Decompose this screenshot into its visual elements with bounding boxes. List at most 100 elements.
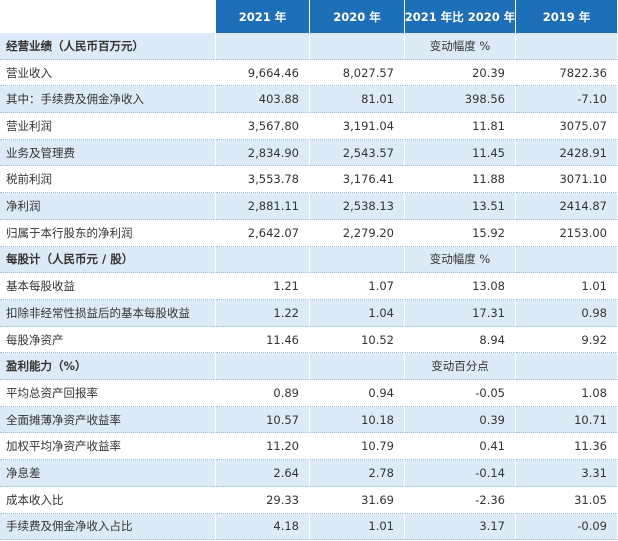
value-cell: 13.08 bbox=[405, 273, 516, 300]
empty-cell bbox=[216, 33, 310, 60]
value-cell: 3075.07 bbox=[516, 113, 618, 140]
value-cell: 10.71 bbox=[516, 406, 618, 434]
value-cell: 2.78 bbox=[310, 460, 405, 487]
row-label: 成本收入比 bbox=[0, 486, 216, 514]
header-cell: 2021 年比 2020 年 bbox=[405, 0, 516, 33]
value-cell: 398.56 bbox=[405, 86, 516, 114]
value-cell: 9,664.46 bbox=[216, 59, 310, 87]
row-label: 手续费及佣金净收入占比 bbox=[0, 513, 216, 541]
value-cell: 3,567.80 bbox=[216, 113, 310, 140]
value-cell: 2428.91 bbox=[516, 139, 618, 167]
row-label: 其中：手续费及佣金净收入 bbox=[0, 86, 216, 114]
row-label: 全面摊薄净资产收益率 bbox=[0, 406, 216, 434]
value-cell: 10.52 bbox=[310, 326, 405, 354]
value-cell: 10.18 bbox=[310, 406, 405, 434]
value-cell: 1.07 bbox=[310, 273, 405, 300]
row-label: 扣除非经常性损益后的基本每股收益 bbox=[0, 300, 216, 327]
value-cell: 3,191.04 bbox=[310, 113, 405, 140]
value-cell: 1.01 bbox=[310, 513, 405, 541]
row-label: 归属于本行股东的净利润 bbox=[0, 219, 216, 247]
value-cell: 403.88 bbox=[216, 86, 310, 114]
row-label: 加权平均净资产收益率 bbox=[0, 433, 216, 461]
empty-cell bbox=[216, 246, 310, 274]
value-cell: 31.69 bbox=[310, 486, 405, 514]
empty-cell bbox=[516, 353, 618, 381]
value-cell: 2,881.11 bbox=[216, 193, 310, 220]
value-cell: 2.64 bbox=[216, 460, 310, 487]
empty-cell bbox=[310, 246, 405, 274]
row-label: 平均总资产回报率 bbox=[0, 380, 216, 407]
value-cell: 4.18 bbox=[216, 513, 310, 541]
row-label: 营业利润 bbox=[0, 113, 216, 140]
value-cell: 2,279.20 bbox=[310, 219, 405, 247]
value-cell: 2,834.90 bbox=[216, 139, 310, 167]
value-cell: 3.17 bbox=[405, 513, 516, 541]
empty-cell bbox=[310, 33, 405, 60]
value-cell: 81.01 bbox=[310, 86, 405, 114]
header-cell: 2019 年 bbox=[516, 0, 618, 33]
value-cell: 2414.87 bbox=[516, 193, 618, 220]
value-cell: 1.08 bbox=[516, 380, 618, 407]
value-cell: 15.92 bbox=[405, 219, 516, 247]
value-cell: -0.05 bbox=[405, 380, 516, 407]
value-cell: 20.39 bbox=[405, 59, 516, 87]
value-cell: 3.31 bbox=[516, 460, 618, 487]
value-cell: 2153.00 bbox=[516, 219, 618, 247]
value-cell: 29.33 bbox=[216, 486, 310, 514]
row-label: 营业收入 bbox=[0, 59, 216, 87]
value-cell: 3,176.41 bbox=[310, 166, 405, 194]
value-cell: 0.39 bbox=[405, 406, 516, 434]
value-cell: 11.45 bbox=[405, 139, 516, 167]
empty-cell bbox=[216, 353, 310, 381]
value-cell: 11.20 bbox=[216, 433, 310, 461]
row-label: 税前利润 bbox=[0, 166, 216, 194]
empty-cell bbox=[516, 246, 618, 274]
section-label: 盈利能力（%） bbox=[0, 353, 216, 381]
value-cell: 9.92 bbox=[516, 326, 618, 354]
value-cell: 3071.10 bbox=[516, 166, 618, 194]
value-cell: -2.36 bbox=[405, 486, 516, 514]
header-cell: 2021 年 bbox=[216, 0, 310, 33]
empty-cell bbox=[310, 353, 405, 381]
value-cell: 1.04 bbox=[310, 300, 405, 327]
section-label: 每股计（人民币元 / 股） bbox=[0, 246, 216, 274]
value-cell: 11.81 bbox=[405, 113, 516, 140]
row-label: 业务及管理费 bbox=[0, 139, 216, 167]
value-cell: 8,027.57 bbox=[310, 59, 405, 87]
value-cell: -7.10 bbox=[516, 86, 618, 114]
section-note: 变动幅度 % bbox=[405, 33, 516, 60]
value-cell: 1.21 bbox=[216, 273, 310, 300]
value-cell: 11.36 bbox=[516, 433, 618, 461]
header-cell: 2020 年 bbox=[310, 0, 405, 33]
value-cell: 0.94 bbox=[310, 380, 405, 407]
row-label: 净息差 bbox=[0, 460, 216, 487]
row-label: 基本每股收益 bbox=[0, 273, 216, 300]
value-cell: 0.41 bbox=[405, 433, 516, 461]
section-note: 变动幅度 % bbox=[405, 246, 516, 274]
empty-cell bbox=[516, 33, 618, 60]
row-label: 每股净资产 bbox=[0, 326, 216, 354]
value-cell: 1.22 bbox=[216, 300, 310, 327]
value-cell: 10.79 bbox=[310, 433, 405, 461]
value-cell: 13.51 bbox=[405, 193, 516, 220]
value-cell: 0.89 bbox=[216, 380, 310, 407]
value-cell: 11.46 bbox=[216, 326, 310, 354]
value-cell: 2,538.13 bbox=[310, 193, 405, 220]
value-cell: 10.57 bbox=[216, 406, 310, 434]
section-label: 经营业绩（人民币百万元） bbox=[0, 33, 216, 60]
value-cell: 0.98 bbox=[516, 300, 618, 327]
value-cell: 11.88 bbox=[405, 166, 516, 194]
section-note: 变动百分点 bbox=[405, 353, 516, 381]
value-cell: 2,642.07 bbox=[216, 219, 310, 247]
value-cell: 2,543.57 bbox=[310, 139, 405, 167]
value-cell: 3,553.78 bbox=[216, 166, 310, 194]
row-label: 净利润 bbox=[0, 193, 216, 220]
value-cell: -0.14 bbox=[405, 460, 516, 487]
value-cell: 7822.36 bbox=[516, 59, 618, 87]
value-cell: -0.09 bbox=[516, 513, 618, 541]
value-cell: 8.94 bbox=[405, 326, 516, 354]
value-cell: 31.05 bbox=[516, 486, 618, 514]
value-cell: 1.01 bbox=[516, 273, 618, 300]
value-cell: 17.31 bbox=[405, 300, 516, 327]
